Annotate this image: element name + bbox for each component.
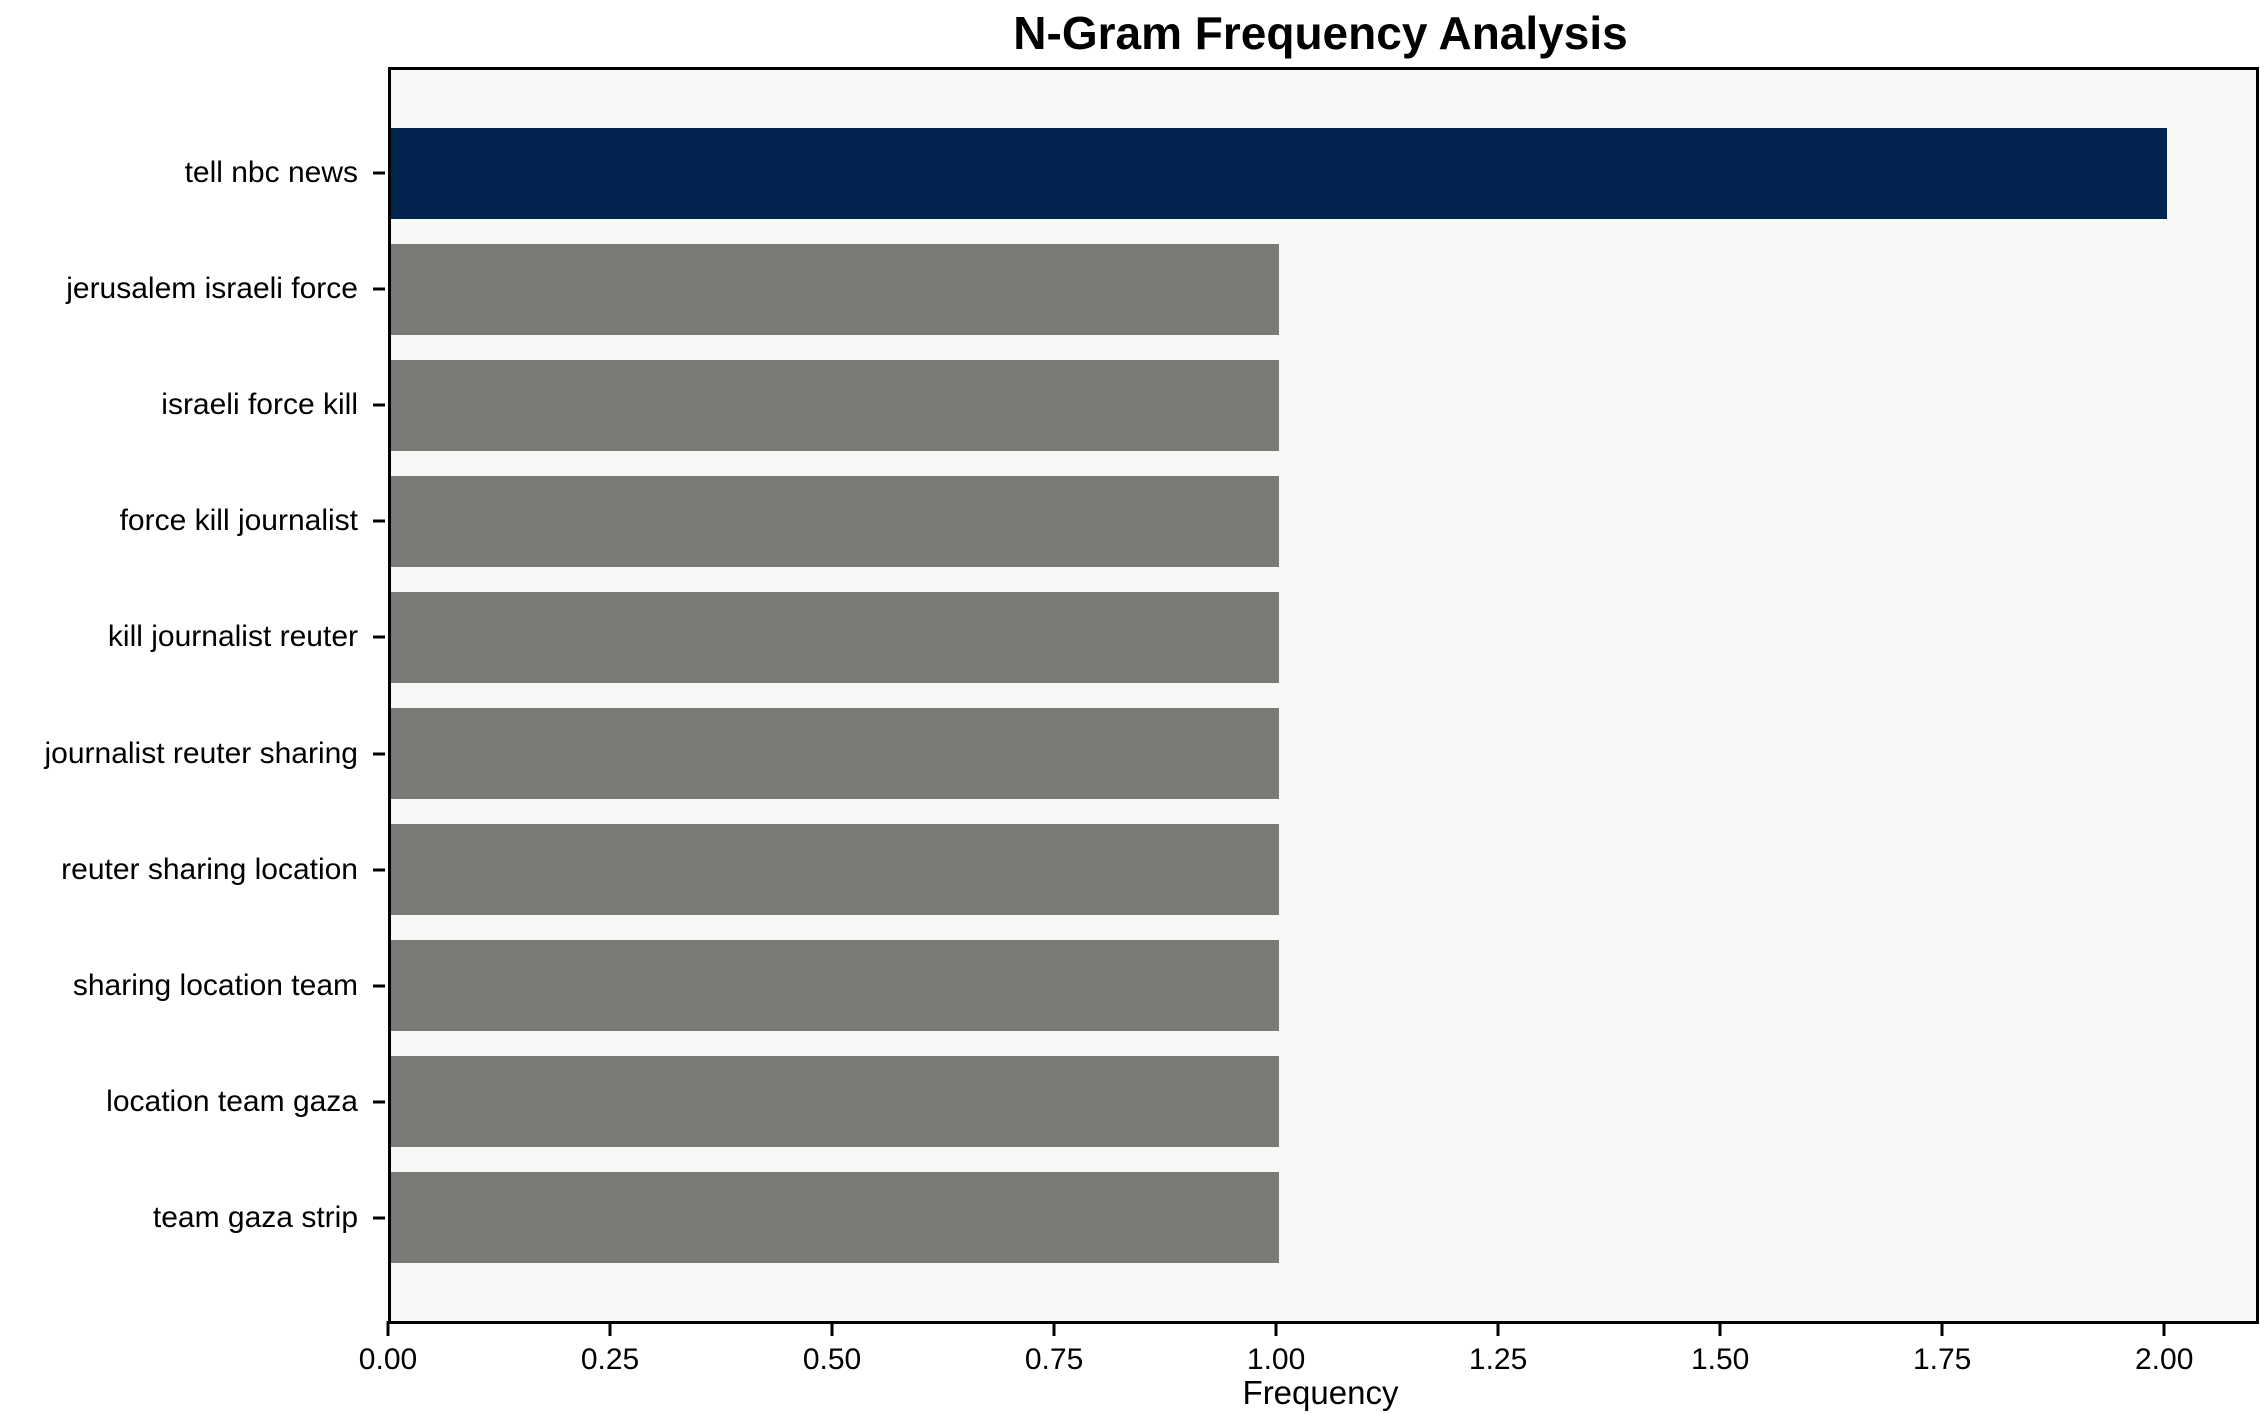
y-tick-label: kill journalist reuter [107,620,358,654]
x-tick-mark [1940,1321,1944,1336]
y-tick-mark [373,868,385,872]
x-axis-title: Frequency [1242,1374,1399,1411]
bar [391,243,1280,335]
x-tick-mark [1052,1321,1056,1336]
bar [391,708,1280,800]
x-tick-label: 1.25 [1468,1343,1528,1376]
y-tick-label: force kill journalist [119,504,358,538]
x-tick-mark [608,1321,612,1336]
chart-title: N-Gram Frequency Analysis [1013,7,1628,59]
y-tick-mark [373,287,385,291]
bar [391,824,1280,916]
y-tick-mark [373,984,385,988]
y-tick-mark [373,403,385,407]
x-tick-label: 0.25 [580,1343,640,1376]
y-tick-label: journalist reuter sharing [44,736,359,770]
y-tick-label: jerusalem israeli force [66,272,358,306]
x-axis: 0.00 0.25 0.50 0.75 1.00 1.25 1.50 1.75 2.00 [359,1321,2253,1391]
x-tick-mark [1274,1321,1278,1336]
bar [391,940,1280,1032]
bar [391,475,1280,567]
y-tick-mark [373,635,385,639]
bar [391,359,1280,451]
x-tick-mark [2162,1321,2166,1336]
y-tick-label: reuter sharing location [61,852,358,886]
x-tick-label: 0.00 [358,1343,418,1376]
y-tick-mark [373,1100,385,1104]
x-tick-mark [1496,1321,1500,1336]
bar [391,1172,1280,1264]
bar [391,1056,1280,1148]
y-tick-label: sharing location team [72,968,358,1002]
y-tick-mark [373,519,385,523]
y-tick-label: team gaza strip [152,1200,358,1234]
x-tick-label: 1.75 [1912,1343,1972,1376]
x-tick-mark [1718,1321,1722,1336]
y-tick-mark [373,1216,385,1220]
y-tick-label: tell nbc news [184,156,358,190]
x-tick-label: 0.75 [1024,1343,1084,1376]
x-tick-label: 2.00 [2134,1343,2194,1376]
x-tick-mark [386,1321,390,1336]
x-tick-label: 1.00 [1246,1343,1306,1376]
x-tick-mark [830,1321,834,1336]
y-tick-label: location team gaza [106,1084,358,1118]
x-tick-label: 1.50 [1690,1343,1750,1376]
plot-area [388,67,2259,1324]
y-tick-mark [373,171,385,175]
y-tick-mark [373,752,385,756]
bar [391,127,2168,219]
y-axis: tell nbc news jerusalem israeli force isra… [0,67,388,1318]
x-tick-label: 0.50 [802,1343,862,1376]
bar [391,591,1280,683]
y-tick-label: israeli force kill [161,388,358,422]
